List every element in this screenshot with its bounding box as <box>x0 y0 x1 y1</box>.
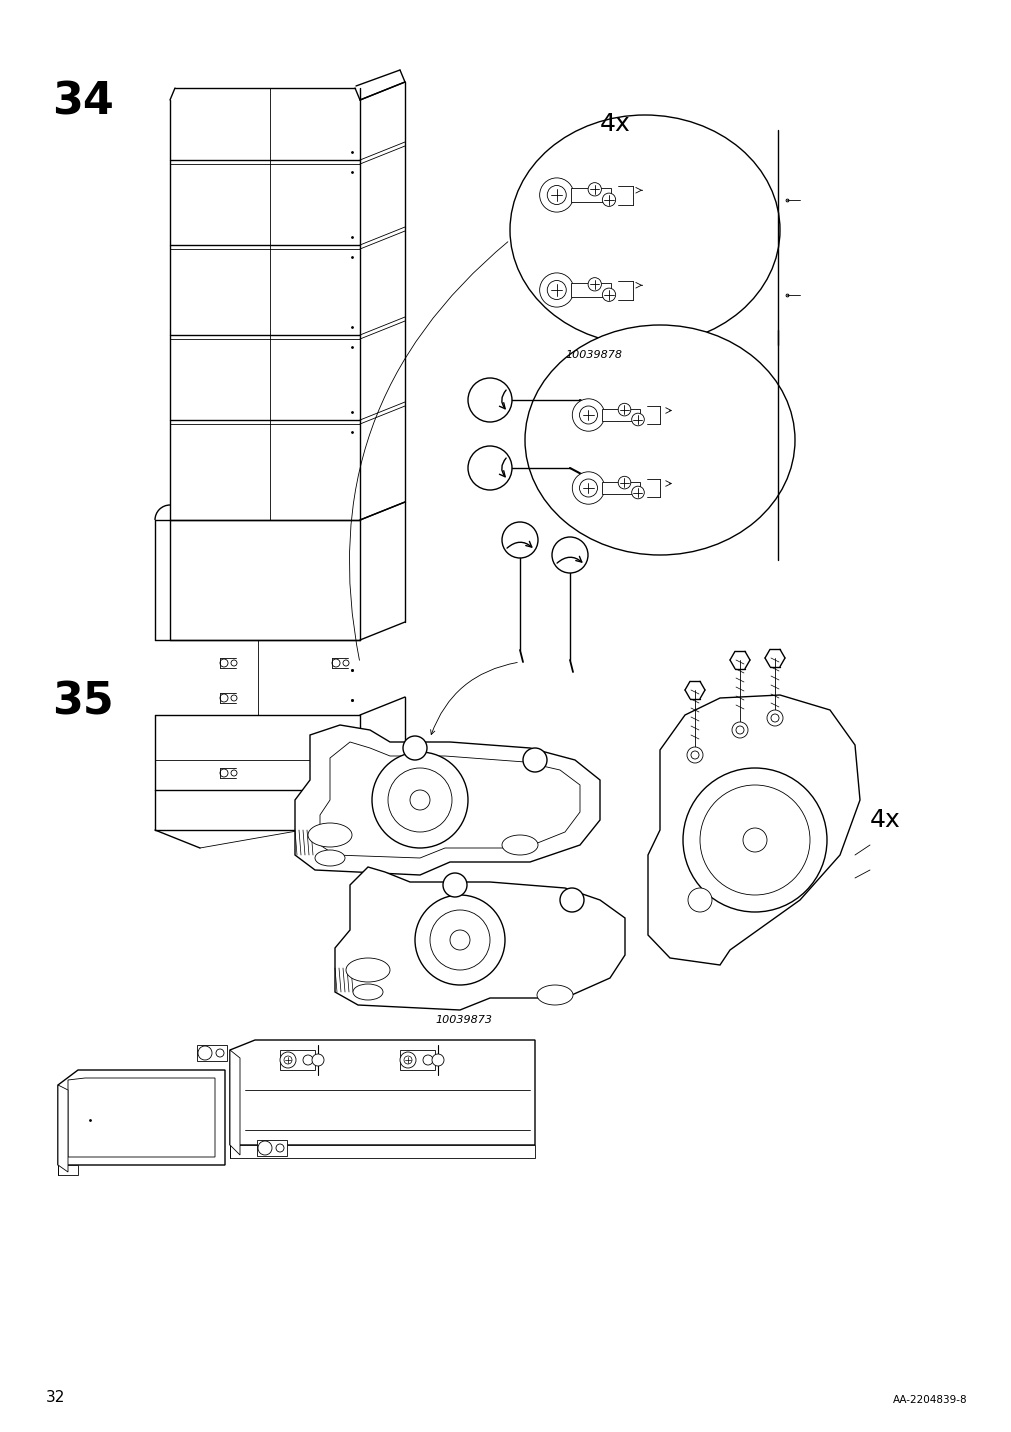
Circle shape <box>280 1053 295 1068</box>
Ellipse shape <box>525 325 795 556</box>
Circle shape <box>686 748 703 763</box>
Ellipse shape <box>537 985 572 1005</box>
Circle shape <box>501 523 538 558</box>
Circle shape <box>467 378 512 422</box>
Ellipse shape <box>346 958 389 982</box>
Circle shape <box>572 398 605 431</box>
Polygon shape <box>335 866 625 1010</box>
Circle shape <box>539 274 573 306</box>
Text: 34: 34 <box>52 80 114 123</box>
Polygon shape <box>257 1140 287 1156</box>
Circle shape <box>618 477 630 488</box>
Polygon shape <box>602 481 639 494</box>
Ellipse shape <box>501 835 538 855</box>
Polygon shape <box>229 1146 535 1158</box>
Polygon shape <box>570 284 611 296</box>
Circle shape <box>579 407 596 424</box>
Polygon shape <box>319 742 579 858</box>
FancyArrowPatch shape <box>431 663 517 735</box>
Circle shape <box>742 828 766 852</box>
Text: 10039878: 10039878 <box>564 349 622 359</box>
Circle shape <box>572 471 605 504</box>
Text: AA-2204839-8: AA-2204839-8 <box>893 1395 968 1405</box>
Circle shape <box>559 888 583 912</box>
Circle shape <box>735 726 743 735</box>
Circle shape <box>387 768 452 832</box>
Circle shape <box>302 1055 312 1065</box>
Circle shape <box>631 414 644 425</box>
Circle shape <box>409 790 430 811</box>
Circle shape <box>215 1050 223 1057</box>
Polygon shape <box>58 1166 78 1176</box>
Polygon shape <box>229 1050 240 1156</box>
Circle shape <box>539 178 573 212</box>
Circle shape <box>399 1053 416 1068</box>
Circle shape <box>766 710 783 726</box>
Circle shape <box>551 537 587 573</box>
Text: 35: 35 <box>52 680 113 723</box>
Polygon shape <box>647 695 859 965</box>
Circle shape <box>523 748 547 772</box>
Circle shape <box>198 1045 211 1060</box>
Circle shape <box>432 1054 444 1065</box>
Polygon shape <box>229 1040 535 1146</box>
Text: 4x: 4x <box>600 112 630 136</box>
Circle shape <box>687 888 712 912</box>
Circle shape <box>467 445 512 490</box>
Ellipse shape <box>307 823 352 846</box>
Polygon shape <box>58 1070 224 1166</box>
Circle shape <box>602 193 615 206</box>
Circle shape <box>602 288 615 301</box>
Circle shape <box>402 736 427 760</box>
Circle shape <box>258 1141 272 1156</box>
Circle shape <box>579 478 596 497</box>
Circle shape <box>450 929 469 949</box>
Circle shape <box>276 1144 284 1151</box>
Circle shape <box>423 1055 433 1065</box>
Polygon shape <box>58 1085 68 1171</box>
Circle shape <box>547 186 566 205</box>
Polygon shape <box>602 408 639 421</box>
Circle shape <box>618 404 630 415</box>
Circle shape <box>430 909 489 969</box>
Circle shape <box>547 281 566 299</box>
Circle shape <box>587 278 601 291</box>
FancyArrowPatch shape <box>349 242 508 660</box>
Text: 4x: 4x <box>869 808 900 832</box>
Circle shape <box>415 895 504 985</box>
Polygon shape <box>280 1050 314 1070</box>
Polygon shape <box>68 1078 214 1157</box>
Ellipse shape <box>314 851 345 866</box>
Circle shape <box>691 750 699 759</box>
Circle shape <box>587 183 601 196</box>
Circle shape <box>443 874 466 896</box>
Circle shape <box>631 487 644 498</box>
Circle shape <box>682 768 826 912</box>
Circle shape <box>311 1054 324 1065</box>
Circle shape <box>284 1055 292 1064</box>
Ellipse shape <box>353 984 382 1000</box>
Polygon shape <box>570 189 611 202</box>
Circle shape <box>700 785 809 895</box>
Circle shape <box>403 1055 411 1064</box>
Text: 10039873: 10039873 <box>435 1015 491 1025</box>
Polygon shape <box>399 1050 435 1070</box>
Circle shape <box>731 722 747 737</box>
Circle shape <box>372 752 467 848</box>
Polygon shape <box>295 725 600 875</box>
Ellipse shape <box>510 115 779 345</box>
Circle shape <box>770 715 778 722</box>
Polygon shape <box>197 1045 226 1061</box>
Text: 32: 32 <box>45 1390 66 1405</box>
